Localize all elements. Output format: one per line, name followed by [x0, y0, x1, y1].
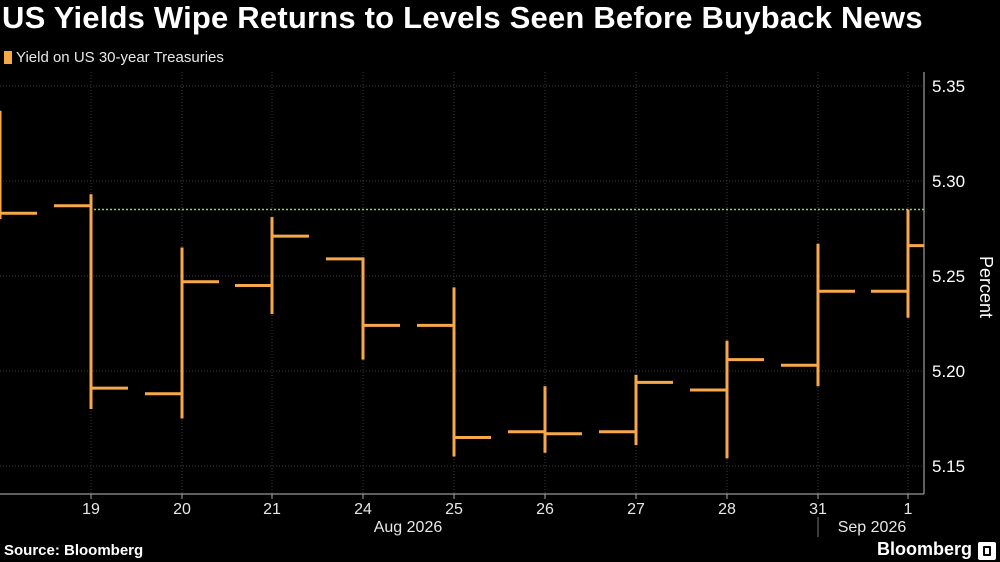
- x-tick-label: 25: [445, 501, 463, 518]
- source-note: Source: Bloomberg: [4, 542, 144, 559]
- ohlc-bar: [235, 217, 309, 314]
- ohlc-bar: [781, 243, 855, 387]
- x-tick-label: 26: [536, 501, 554, 518]
- x-tick-label: 21: [263, 501, 281, 518]
- legend-label: Yield on US 30-year Treasuries: [16, 49, 224, 66]
- x-tick-labels: 19 20 21 24 25 26 27 28 31 1: [82, 501, 912, 518]
- axes: [0, 72, 925, 495]
- y-tick-label: 5.30: [932, 172, 965, 191]
- legend-swatch: [4, 51, 12, 64]
- x-tick-label: 24: [354, 501, 372, 518]
- x-tick-label: 28: [718, 501, 736, 518]
- bloomberg-terminal-icon: [978, 542, 996, 560]
- legend: Yield on US 30-year Treasuries: [4, 49, 224, 66]
- brand-logo-text: Bloomberg: [876, 539, 972, 559]
- month-label-aug: Aug 2026: [374, 519, 443, 536]
- y-tick-label: 5.20: [932, 362, 965, 381]
- ohlc-bar: [599, 374, 673, 446]
- ohlc-bar: [145, 247, 219, 419]
- ohlc-bar: [54, 194, 128, 409]
- y-axis-label: Percent: [976, 256, 996, 318]
- ohlc-bar: [690, 340, 764, 459]
- x-tick-label: 31: [809, 501, 827, 518]
- y-tick-labels: 5.15 5.20 5.25 5.30 5.35: [932, 77, 965, 476]
- chart-title: US Yields Wipe Returns to Levels Seen Be…: [2, 0, 923, 35]
- ohlc-bar: [508, 386, 582, 453]
- ohlc-bars: [0, 110, 924, 459]
- gridlines: [0, 72, 924, 499]
- y-tick-label: 5.25: [932, 267, 965, 286]
- y-tick-label: 5.35: [932, 77, 965, 96]
- x-tick-label: 27: [627, 501, 645, 518]
- x-tick-label: 20: [173, 501, 191, 518]
- ohlc-bar: [326, 257, 400, 360]
- y-tick-label: 5.15: [932, 457, 965, 476]
- ohlc-bar: [417, 287, 491, 457]
- x-tick-label: 19: [82, 501, 100, 518]
- month-label-sep: Sep 2026: [838, 519, 907, 536]
- x-tick-label: 1: [904, 501, 913, 518]
- ohlc-bar: [0, 110, 37, 219]
- ohlc-bar: [871, 209, 924, 318]
